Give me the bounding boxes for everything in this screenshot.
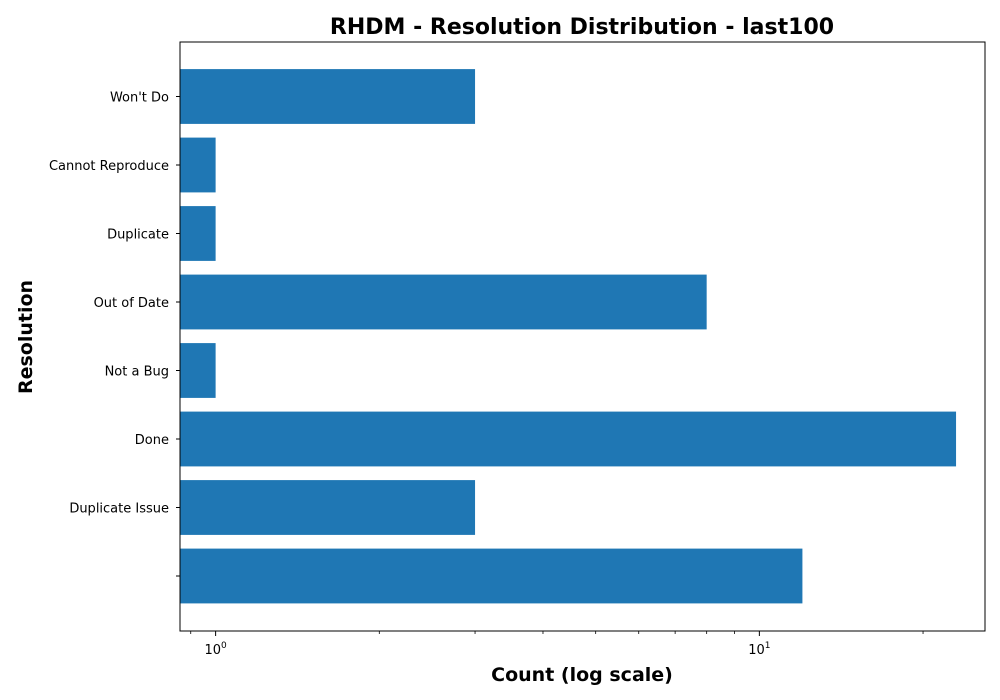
bar bbox=[180, 274, 707, 330]
y-tick-label: Not a Bug bbox=[105, 365, 169, 380]
chart-title: RHDM - Resolution Distribution - last100 bbox=[330, 15, 834, 40]
bar bbox=[180, 69, 476, 124]
y-axis-ticks: Duplicate Issue Done Not a Bug Out of Date D… bbox=[49, 91, 180, 577]
x-tick-label: 101 bbox=[748, 641, 770, 658]
y-tick-label: Won't Do bbox=[110, 91, 169, 106]
bar bbox=[180, 137, 216, 193]
bar bbox=[180, 548, 803, 604]
y-tick-label: Cannot Reproduce bbox=[49, 159, 169, 174]
bar bbox=[180, 480, 476, 535]
x-axis-ticks: 100 101 bbox=[190, 631, 924, 658]
y-tick-label: Duplicate Issue bbox=[69, 502, 169, 517]
y-tick-label: Out of Date bbox=[94, 296, 169, 311]
y-tick-label: Duplicate bbox=[107, 228, 169, 243]
bar bbox=[180, 343, 216, 398]
bar bbox=[180, 206, 216, 261]
bars-group bbox=[180, 69, 957, 604]
y-tick-label: Done bbox=[135, 433, 169, 448]
bar bbox=[180, 411, 957, 467]
y-axis-label: Resolution bbox=[15, 280, 37, 394]
x-tick-label: 100 bbox=[204, 641, 227, 658]
plot-frame bbox=[179, 41, 986, 632]
x-axis-label: Count (log scale) bbox=[491, 664, 673, 686]
